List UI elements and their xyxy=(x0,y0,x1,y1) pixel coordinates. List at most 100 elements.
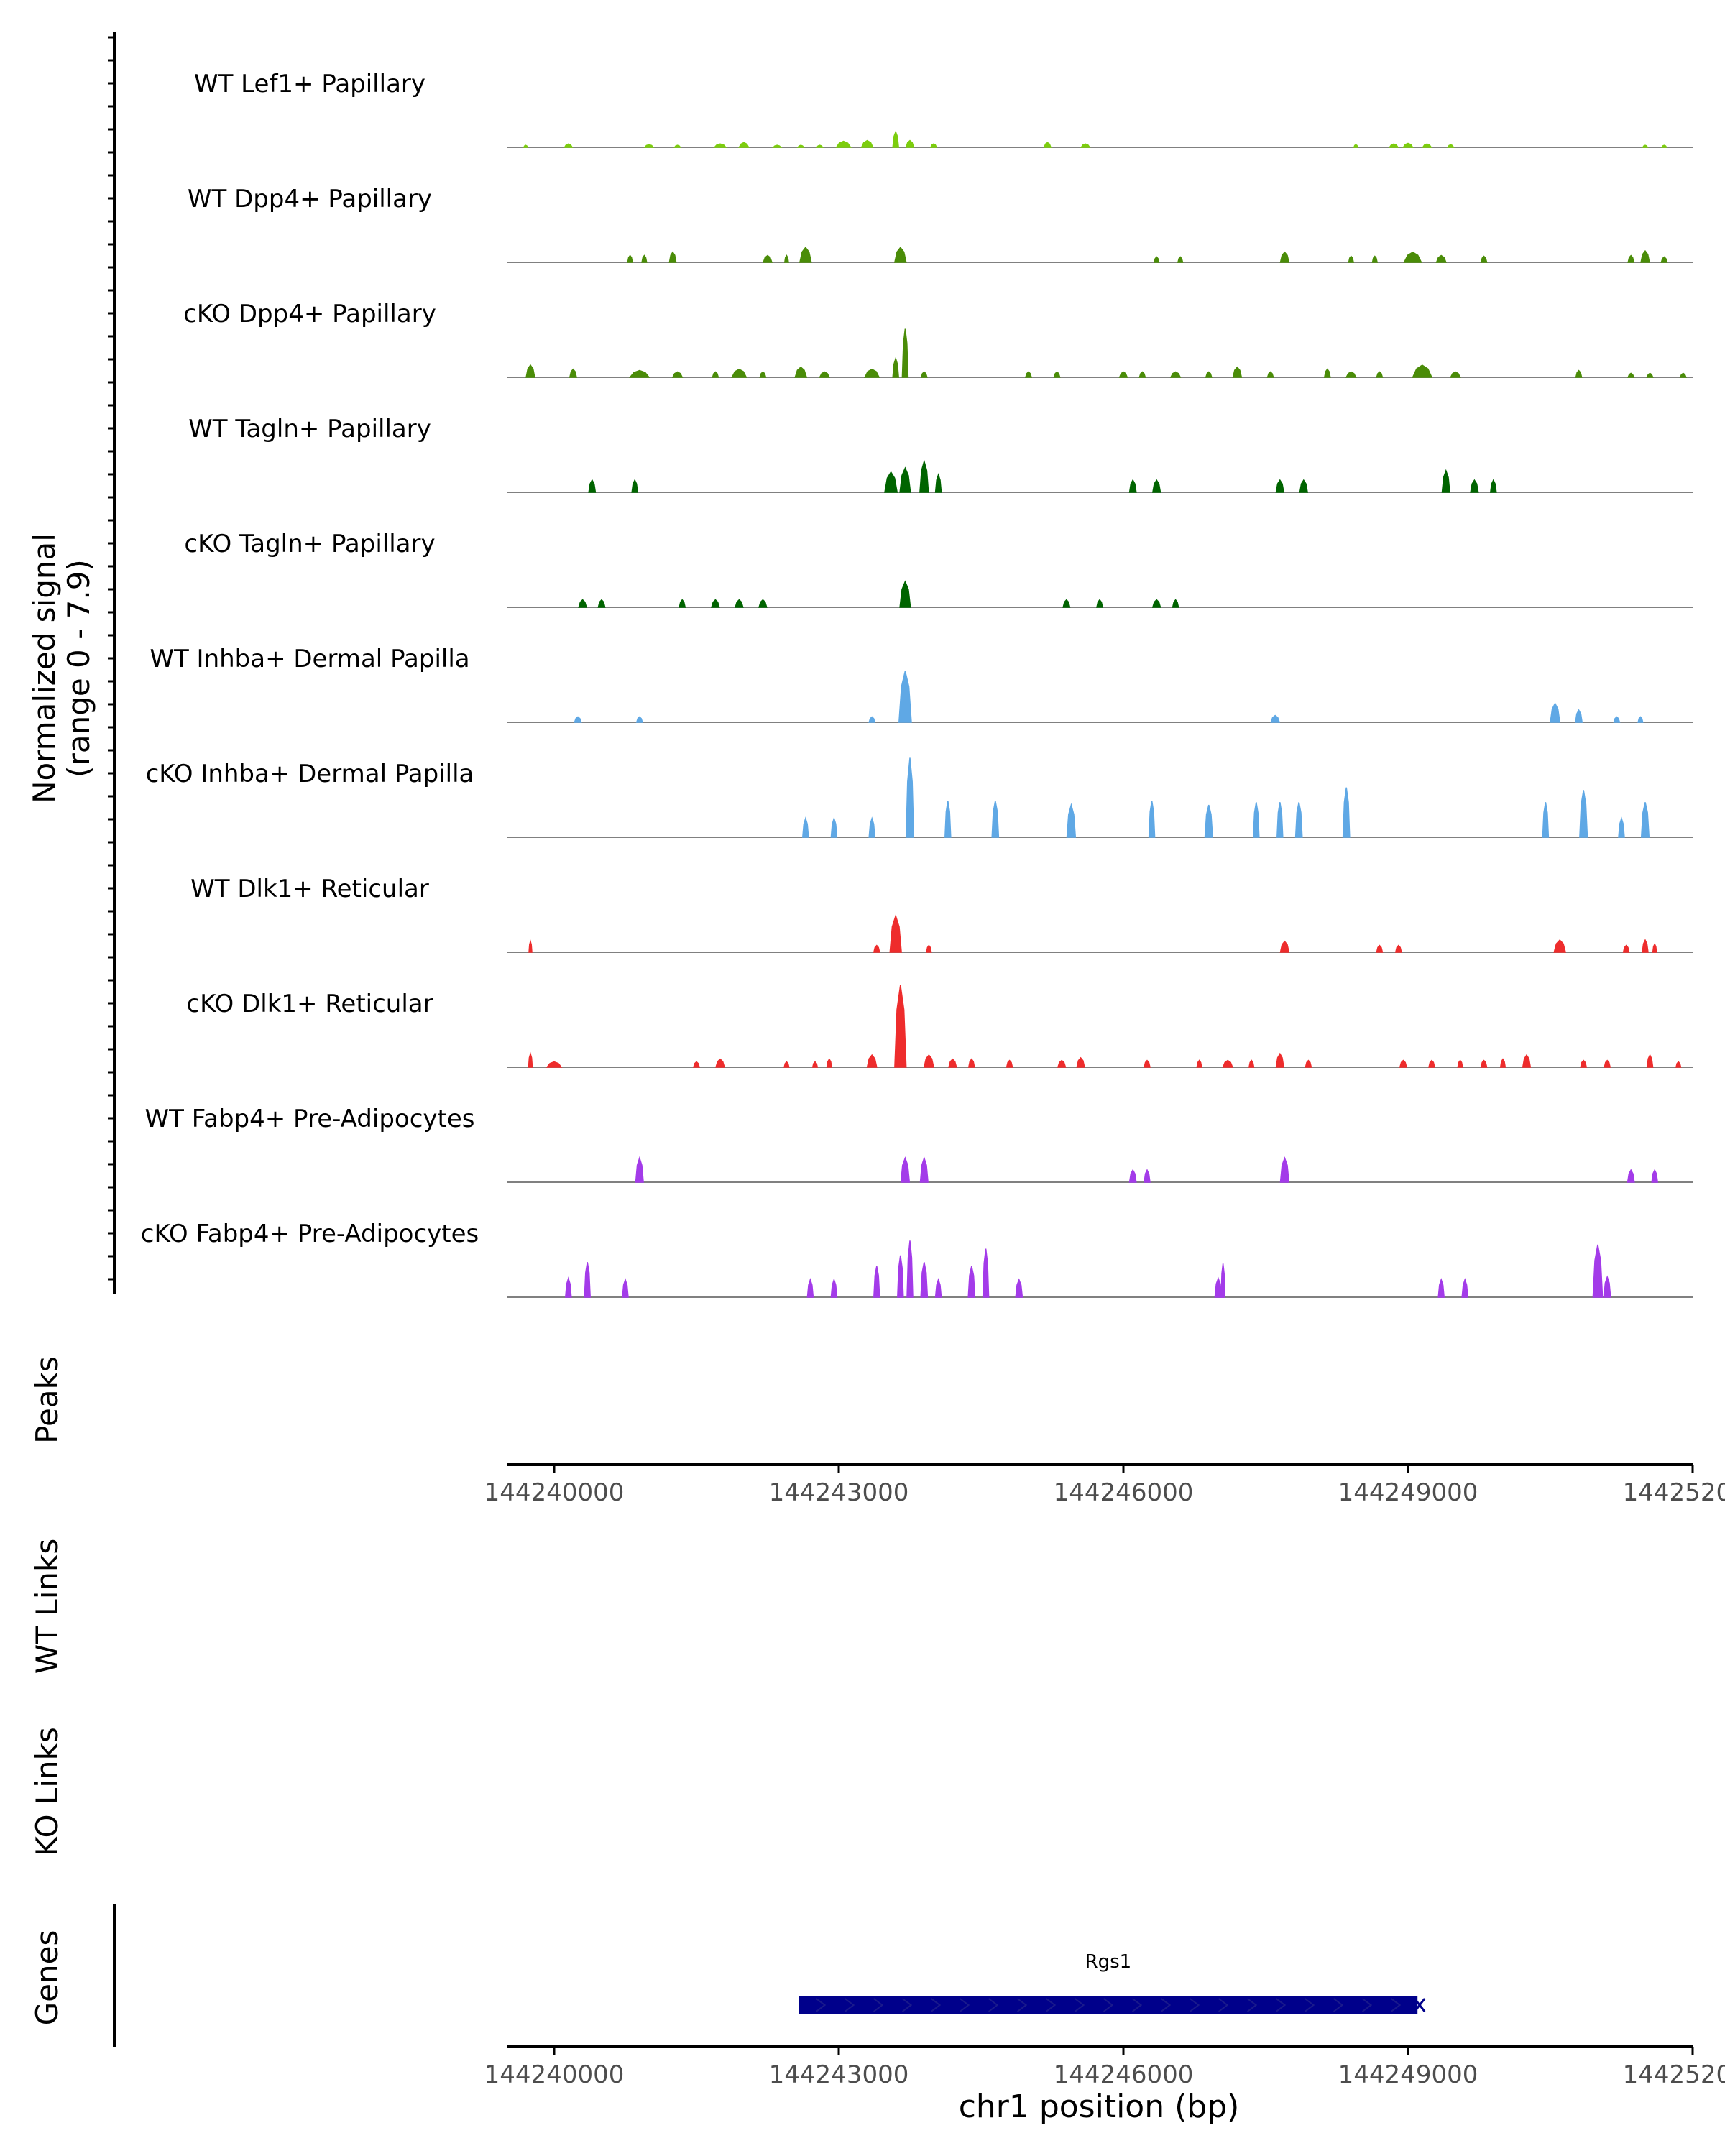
track-label: cKO Tagln+ Papillary xyxy=(184,530,435,558)
coverage-peak xyxy=(794,366,808,378)
coverage-peak xyxy=(1353,144,1359,148)
coverage-peak xyxy=(1276,802,1284,838)
coverage-peak xyxy=(944,801,952,838)
coverage-peak xyxy=(1470,479,1479,493)
coverage-peak xyxy=(1640,249,1650,263)
coverage-peak xyxy=(1118,371,1128,378)
strand-arrow xyxy=(1304,1998,1315,2012)
coverage-peak xyxy=(1651,1169,1659,1183)
coverage-peak xyxy=(783,1061,790,1068)
coverage-peak xyxy=(1660,144,1668,148)
coverage-peak xyxy=(1279,1156,1290,1183)
coverage-peak xyxy=(819,371,831,378)
coverage-peak xyxy=(1435,254,1447,263)
strand-arrow xyxy=(1218,1998,1229,2012)
coverage-peak xyxy=(569,368,577,378)
coverage-peak xyxy=(1172,599,1179,608)
strand-arrow xyxy=(1131,1998,1143,2012)
coverage-peak xyxy=(905,139,915,148)
coverage-peak xyxy=(1152,479,1162,493)
coverage-peak xyxy=(811,1061,819,1068)
strand-arrow xyxy=(1160,1998,1172,2012)
coverage-peak xyxy=(1399,1059,1407,1068)
coverage-peak xyxy=(1646,1054,1654,1068)
coverage-peak xyxy=(525,364,535,378)
track-label: cKO Dlk1+ Reticular xyxy=(186,990,433,1018)
coverage-peak xyxy=(1603,1275,1611,1298)
coverage-peak xyxy=(1580,1059,1588,1068)
coverage-peak xyxy=(1412,364,1433,378)
coverage-peak xyxy=(900,1156,911,1183)
coverage-peak xyxy=(948,1058,957,1068)
coverage-peak xyxy=(1205,371,1213,378)
track-label: WT Tagln+ Papillary xyxy=(188,415,431,443)
coverage-peak xyxy=(898,671,912,723)
coverage-peak xyxy=(1294,802,1303,838)
coverage-peak xyxy=(1542,802,1550,838)
coverage-peak xyxy=(759,371,767,378)
coverage-peak xyxy=(934,1278,942,1298)
coverage-peak xyxy=(641,254,648,263)
coverage-peak xyxy=(1660,256,1668,263)
coverage-peak xyxy=(1441,469,1450,493)
coverage-peak xyxy=(1096,599,1103,608)
coverage-peak xyxy=(1062,599,1071,608)
coverage-peak xyxy=(906,1240,914,1298)
coverage-peak xyxy=(905,757,915,838)
coverage-peak xyxy=(1575,709,1583,723)
coverage-peak xyxy=(1342,787,1351,838)
coverage-track: WT Inhba+ Dermal Papilla xyxy=(150,645,1693,723)
coverage-track: cKO Inhba+ Dermal Papilla xyxy=(146,757,1693,838)
x-tick-label: 144252000 xyxy=(1623,1478,1725,1507)
x-tick-label: 144249000 xyxy=(1338,1478,1478,1507)
strand-arrow xyxy=(1275,1998,1287,2012)
coverage-peak xyxy=(1627,372,1635,378)
strand-arrow xyxy=(988,1998,999,2012)
strand-arrow xyxy=(1045,1998,1057,2012)
coverage-peak xyxy=(713,143,727,148)
coverage-peak xyxy=(1043,142,1052,148)
coverage-peak xyxy=(893,247,907,263)
coverage-peak xyxy=(1627,254,1635,263)
coverage-peak xyxy=(1128,1169,1137,1183)
x-tick-label: 144246000 xyxy=(1054,2060,1194,2089)
coverage-peak xyxy=(901,328,909,378)
strand-arrow xyxy=(815,1998,827,2012)
coverage-peak xyxy=(1323,368,1331,378)
coverage-peak xyxy=(528,1051,533,1068)
coverage-peak xyxy=(635,1156,644,1183)
coverage-peak xyxy=(864,368,880,378)
coverage-peak xyxy=(715,1058,725,1068)
coverage-peak xyxy=(866,1054,878,1068)
coverage-peak xyxy=(1489,479,1497,493)
coverage-peak xyxy=(892,356,900,378)
coverage-tracks: WT Lef1+ Papillary WT Dpp4+ Papillary cKO … xyxy=(141,70,1693,1298)
x-tick-label: 144243000 xyxy=(769,1478,909,1507)
genes-x-axis: 144240000 144243000 144246000 144249000 1442… xyxy=(484,2047,1725,2089)
coverage-track: WT Tagln+ Papillary xyxy=(188,415,1693,493)
coverage-peak xyxy=(1138,371,1146,378)
coverage-peak xyxy=(1169,371,1182,378)
coverage-peak xyxy=(1613,716,1621,723)
peaks-x-axis: 144240000 144243000 144246000 144249000 1442… xyxy=(484,1465,1725,1507)
coverage-peak xyxy=(934,473,942,493)
coverage-peak xyxy=(1642,939,1649,953)
coverage-peak xyxy=(1148,801,1156,838)
coverage-peak xyxy=(923,1054,934,1068)
coverage-y-ticks xyxy=(108,36,114,1281)
coverage-peak xyxy=(830,816,838,838)
coverage-peak xyxy=(1253,802,1260,838)
coverage-peak xyxy=(899,466,911,493)
coverage-track: cKO Dlk1+ Reticular xyxy=(186,985,1693,1068)
coverage-peak xyxy=(982,1248,990,1298)
coverage-peak xyxy=(758,599,768,608)
strand-arrow xyxy=(844,1998,855,2012)
coverage-peak xyxy=(892,130,900,148)
coverage-peak xyxy=(1428,1059,1435,1068)
coverage-peak xyxy=(1637,716,1644,723)
coverage-peak xyxy=(1076,1056,1085,1068)
strand-arrow xyxy=(1103,1998,1114,2012)
track-label: cKO Dpp4+ Papillary xyxy=(183,300,436,328)
coverage-track: cKO Fabp4+ Pre-Adipocytes xyxy=(141,1220,1693,1298)
coverage-peak xyxy=(860,139,874,148)
